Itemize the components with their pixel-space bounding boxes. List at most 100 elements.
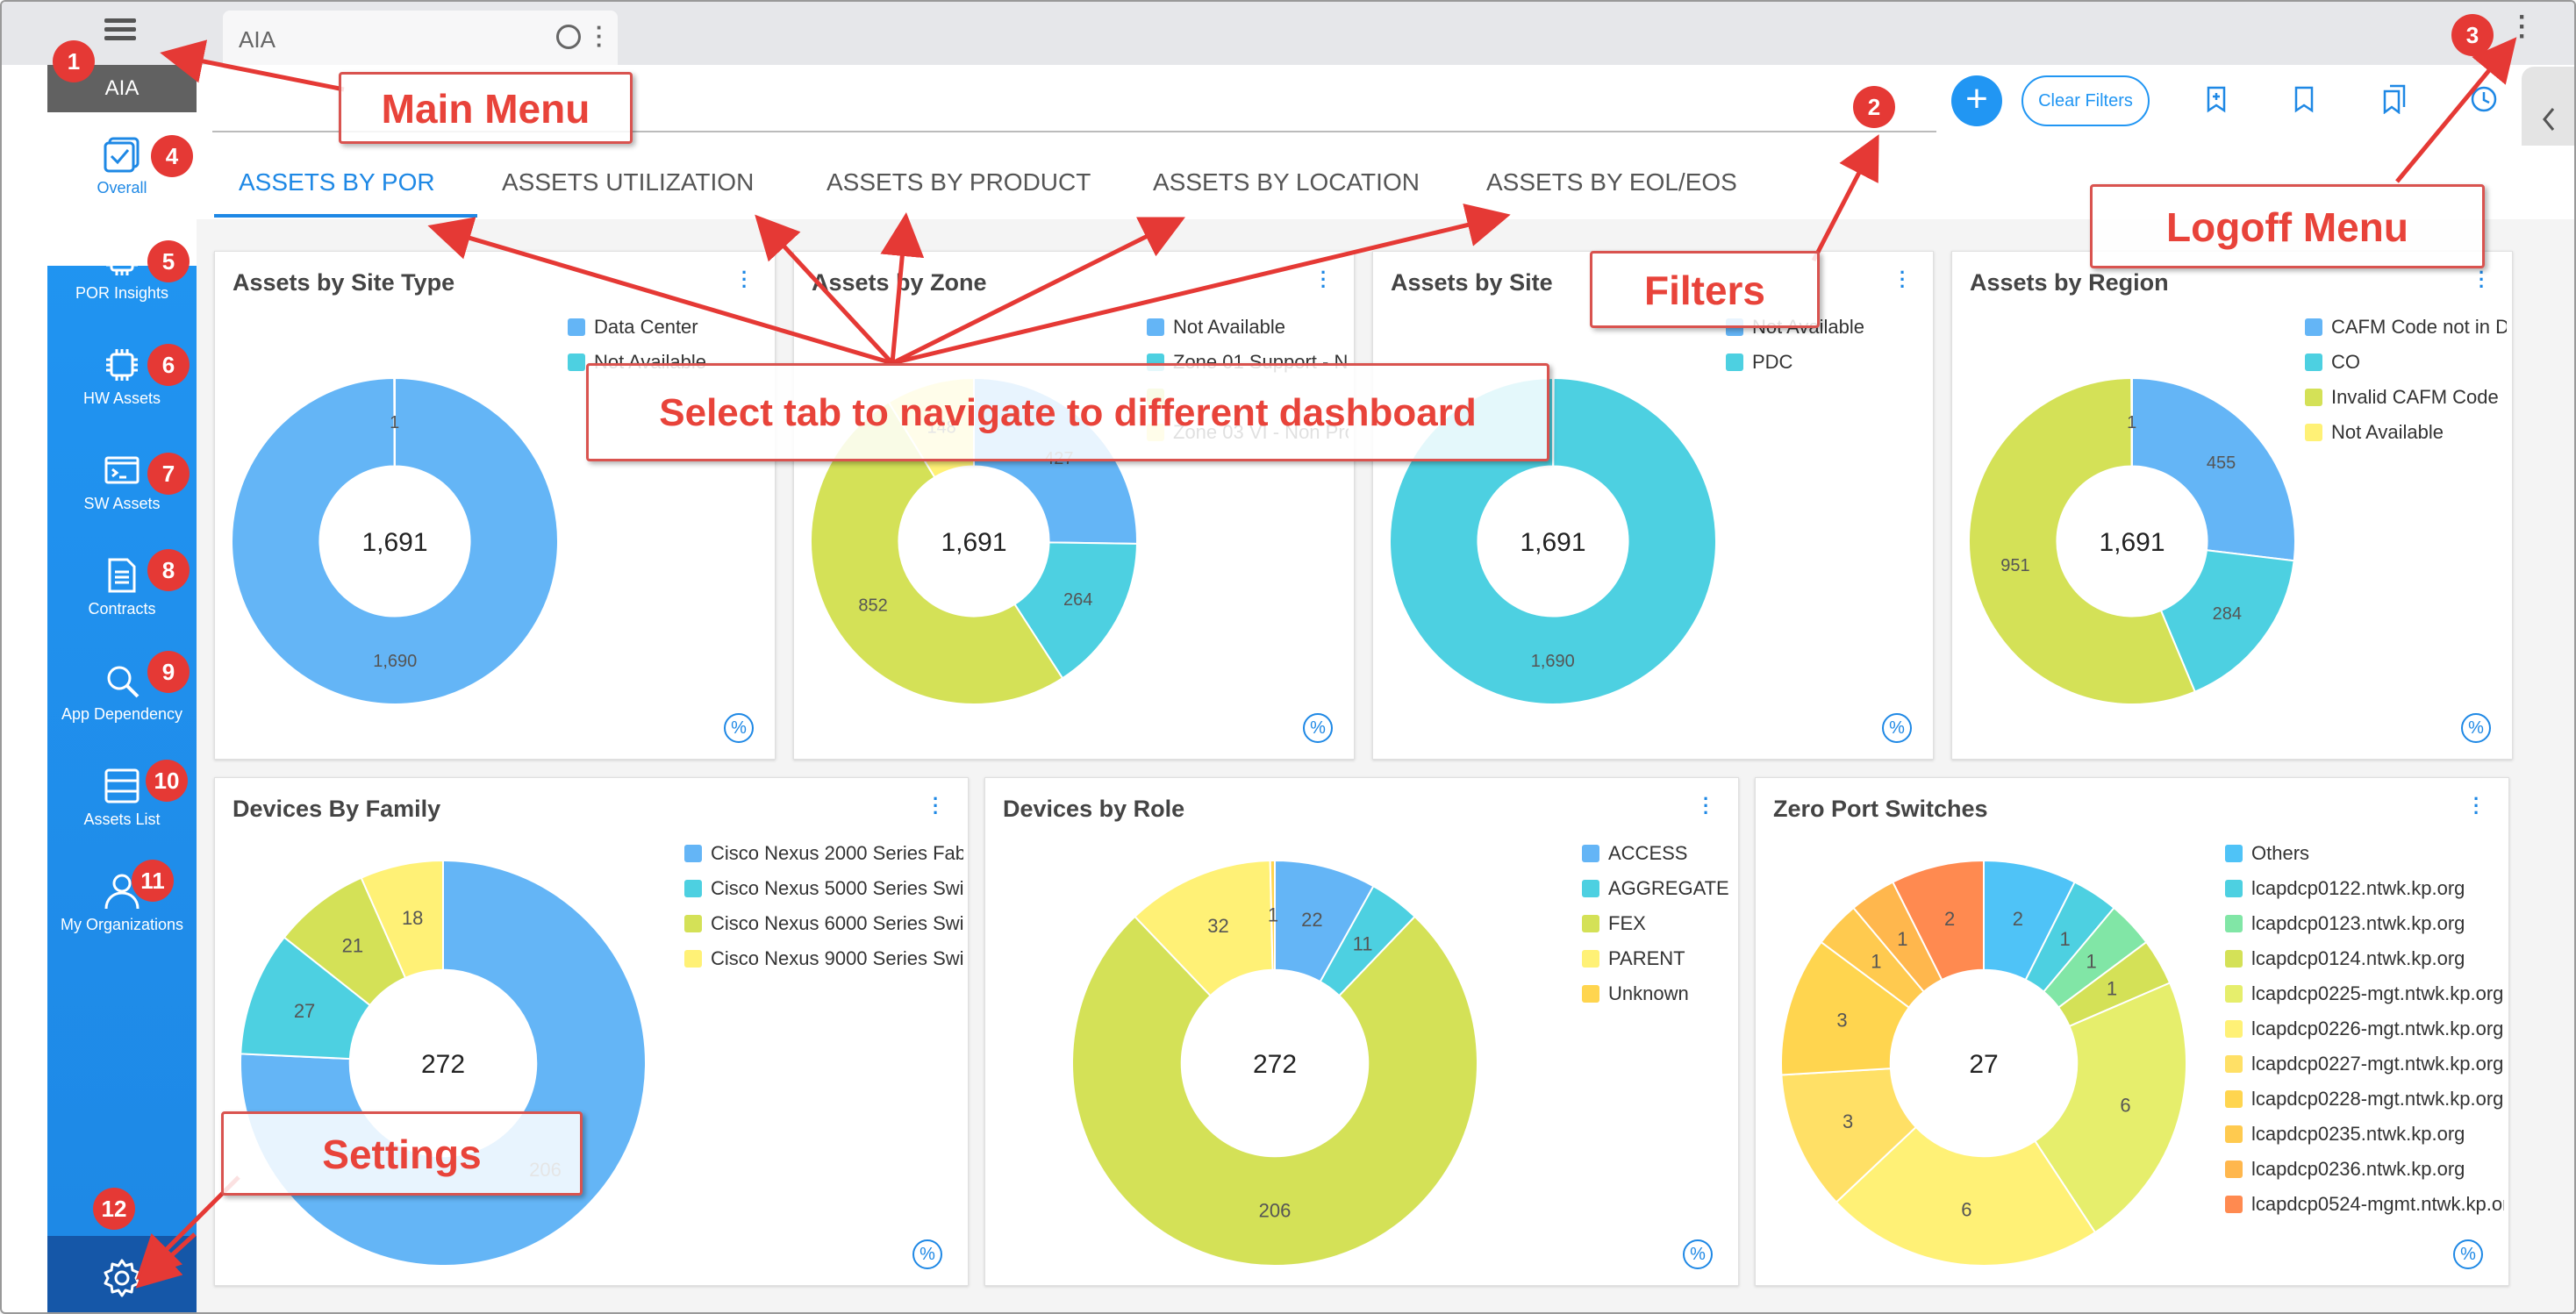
legend-item[interactable]: lcapdcp0524-mgmt.ntwk.kp.org — [2225, 1187, 2504, 1222]
person-icon — [104, 874, 140, 910]
chart-legend: ACCESS AGGREGATE FEX PARENT Unknown — [1582, 836, 1735, 1011]
legend-item[interactable]: lcapdcp0122.ntwk.kp.org — [2225, 871, 2504, 906]
card-menu-icon[interactable]: · · · — [1320, 261, 1327, 297]
percent-toggle-icon[interactable]: % — [1882, 713, 1912, 743]
filter-input[interactable] — [212, 131, 1936, 132]
slice-label: 1,690 — [1531, 652, 1575, 671]
percent-toggle-icon[interactable]: % — [724, 713, 754, 743]
legend-item[interactable]: Cisco Nexus 2000 Series Fabr — [684, 836, 963, 871]
legend-item[interactable]: Cisco Nexus 5000 Series Swit — [684, 871, 963, 906]
card-menu-icon[interactable]: · · · — [741, 261, 748, 297]
slice-label: 3 — [1843, 1110, 1853, 1132]
legend-item[interactable]: Not Available — [1147, 310, 1349, 345]
card-menu-icon[interactable]: · · · — [2479, 261, 2486, 297]
chart-legend: Cisco Nexus 2000 Series Fabr Cisco Nexus … — [684, 836, 963, 976]
legend-item[interactable]: FEX — [1582, 906, 1735, 941]
donut-slice[interactable] — [393, 376, 396, 468]
legend-item[interactable]: Unknown — [1582, 976, 1735, 1011]
tab-assets-utilization[interactable]: ASSETS UTILIZATION — [502, 168, 755, 196]
sidebar-item-hw-assets[interactable]: HW Assets — [47, 346, 197, 408]
percent-toggle-icon[interactable]: % — [912, 1239, 942, 1269]
settings-button[interactable] — [47, 1236, 197, 1312]
app-tab[interactable]: AIA · · · — [223, 11, 618, 65]
tab-assets-by-product[interactable]: ASSETS BY PRODUCT — [826, 168, 1091, 196]
logoff-menu-icon[interactable]: · · · — [2518, 3, 2527, 51]
legend-item[interactable]: PARENT — [1582, 941, 1735, 976]
donut-slice[interactable] — [2159, 549, 2295, 693]
legend-item[interactable]: CAFM Code not in Dic — [2305, 310, 2507, 345]
legend-swatch — [684, 880, 702, 897]
sidebar-item-assets-list[interactable]: Assets List — [47, 767, 197, 829]
donut-slice[interactable] — [1968, 376, 2197, 705]
legend-item[interactable]: lcapdcp0236.ntwk.kp.org — [2225, 1152, 2504, 1187]
donut-slice[interactable] — [360, 859, 444, 980]
document-icon — [108, 558, 136, 593]
donut-slice[interactable] — [1071, 915, 1478, 1267]
legend-item[interactable]: PDC — [1726, 345, 1928, 380]
active-tab-indicator — [214, 214, 477, 218]
percent-toggle-icon[interactable]: % — [1303, 713, 1333, 743]
legend-item[interactable]: AGGREGATE — [1582, 871, 1735, 906]
tab-assets-by-location[interactable]: ASSETS BY LOCATION — [1153, 168, 1420, 196]
clear-filters-button[interactable]: Clear Filters — [2021, 75, 2150, 126]
tab-assets-by-eol-eos[interactable]: ASSETS BY EOL/EOS — [1486, 168, 1737, 196]
gear-icon — [104, 1259, 140, 1297]
bookmark-add-icon[interactable] — [2201, 84, 2231, 114]
sidebar-item-my-organizations[interactable]: My Organizations — [47, 872, 197, 934]
donut-slice[interactable] — [2131, 376, 2296, 562]
history-icon[interactable] — [2469, 84, 2499, 114]
legend-item[interactable]: Others — [2225, 836, 2504, 871]
slice-label: 1 — [390, 413, 399, 432]
percent-toggle-icon[interactable]: % — [2453, 1239, 2483, 1269]
legend-swatch — [1147, 318, 1164, 336]
legend-item[interactable]: Cisco Nexus 9000 Series Swit — [684, 941, 963, 976]
donut-slice[interactable] — [2034, 982, 2187, 1234]
card-menu-icon[interactable]: · · · — [1900, 261, 1907, 297]
donut-slice[interactable] — [231, 376, 559, 705]
legend-item[interactable]: Not Available — [2305, 415, 2507, 450]
legend-item[interactable]: lcapdcp0124.ntwk.kp.org — [2225, 941, 2504, 976]
legend-label: Cisco Nexus 2000 Series Fabr — [711, 842, 963, 864]
bookmarks-icon[interactable] — [2379, 84, 2409, 114]
percent-toggle-icon[interactable]: % — [2461, 713, 2491, 743]
legend-item[interactable]: lcapdcp0227-mgt.ntwk.kp.org — [2225, 1046, 2504, 1082]
timer-icon[interactable] — [556, 25, 581, 49]
legend-item[interactable]: Invalid CAFM Code — [2305, 380, 2507, 415]
overall-dashboard-icon — [104, 137, 140, 173]
legend-item[interactable]: lcapdcp0225-mgt.ntwk.kp.org — [2225, 976, 2504, 1011]
legend-item[interactable]: lcapdcp0226-mgt.ntwk.kp.org — [2225, 1011, 2504, 1046]
legend-item[interactable]: lcapdcp0228-mgt.ntwk.kp.org — [2225, 1082, 2504, 1117]
donut-slice[interactable] — [1891, 859, 1985, 982]
sidebar-item-overall[interactable]: Overall — [47, 135, 197, 197]
tab-more-icon[interactable]: · · · — [596, 14, 604, 58]
percent-toggle-icon[interactable]: % — [1683, 1239, 1713, 1269]
donut-slice[interactable] — [1013, 541, 1138, 680]
legend-item[interactable]: CO — [2305, 345, 2507, 380]
legend-item[interactable]: Data Center — [568, 310, 769, 345]
donut-slice[interactable] — [1269, 859, 1276, 971]
donut-slice[interactable] — [1835, 1125, 2097, 1267]
sidebar-item-app-dependency[interactable]: App Dependency — [47, 661, 197, 724]
card-menu-icon[interactable]: · · · — [1703, 788, 1710, 824]
sidebar-item-por-insights[interactable]: POR Insights — [47, 240, 197, 303]
chart-legend: Others lcapdcp0122.ntwk.kp.org lcapdcp0123… — [2225, 836, 2504, 1222]
annotation-logoff-menu: Logoff Menu — [2090, 184, 2485, 268]
sidebar-item-contracts[interactable]: Contracts — [47, 556, 197, 618]
bookmark-icon[interactable] — [2289, 84, 2319, 114]
legend-item[interactable]: lcapdcp0123.ntwk.kp.org — [2225, 906, 2504, 941]
donut-slice[interactable] — [2130, 376, 2133, 468]
legend-swatch — [2225, 1196, 2243, 1213]
legend-item[interactable]: Cisco Nexus 6000 Series Swit — [684, 906, 963, 941]
sidebar-item-sw-assets[interactable]: SW Assets — [47, 451, 197, 513]
card-menu-icon[interactable]: · · · — [933, 788, 940, 824]
legend-item[interactable]: ACCESS — [1582, 836, 1735, 871]
hamburger-menu-icon[interactable] — [103, 14, 138, 49]
tab-assets-by-por[interactable]: ASSETS BY POR — [239, 168, 435, 196]
legend-label: Not Available — [2331, 421, 2444, 443]
legend-item[interactable]: lcapdcp0235.ntwk.kp.org — [2225, 1117, 2504, 1152]
add-filter-button[interactable]: + — [1951, 75, 2002, 126]
card-menu-icon[interactable]: · · · — [2473, 788, 2480, 824]
annotation-number: 8 — [147, 549, 190, 591]
